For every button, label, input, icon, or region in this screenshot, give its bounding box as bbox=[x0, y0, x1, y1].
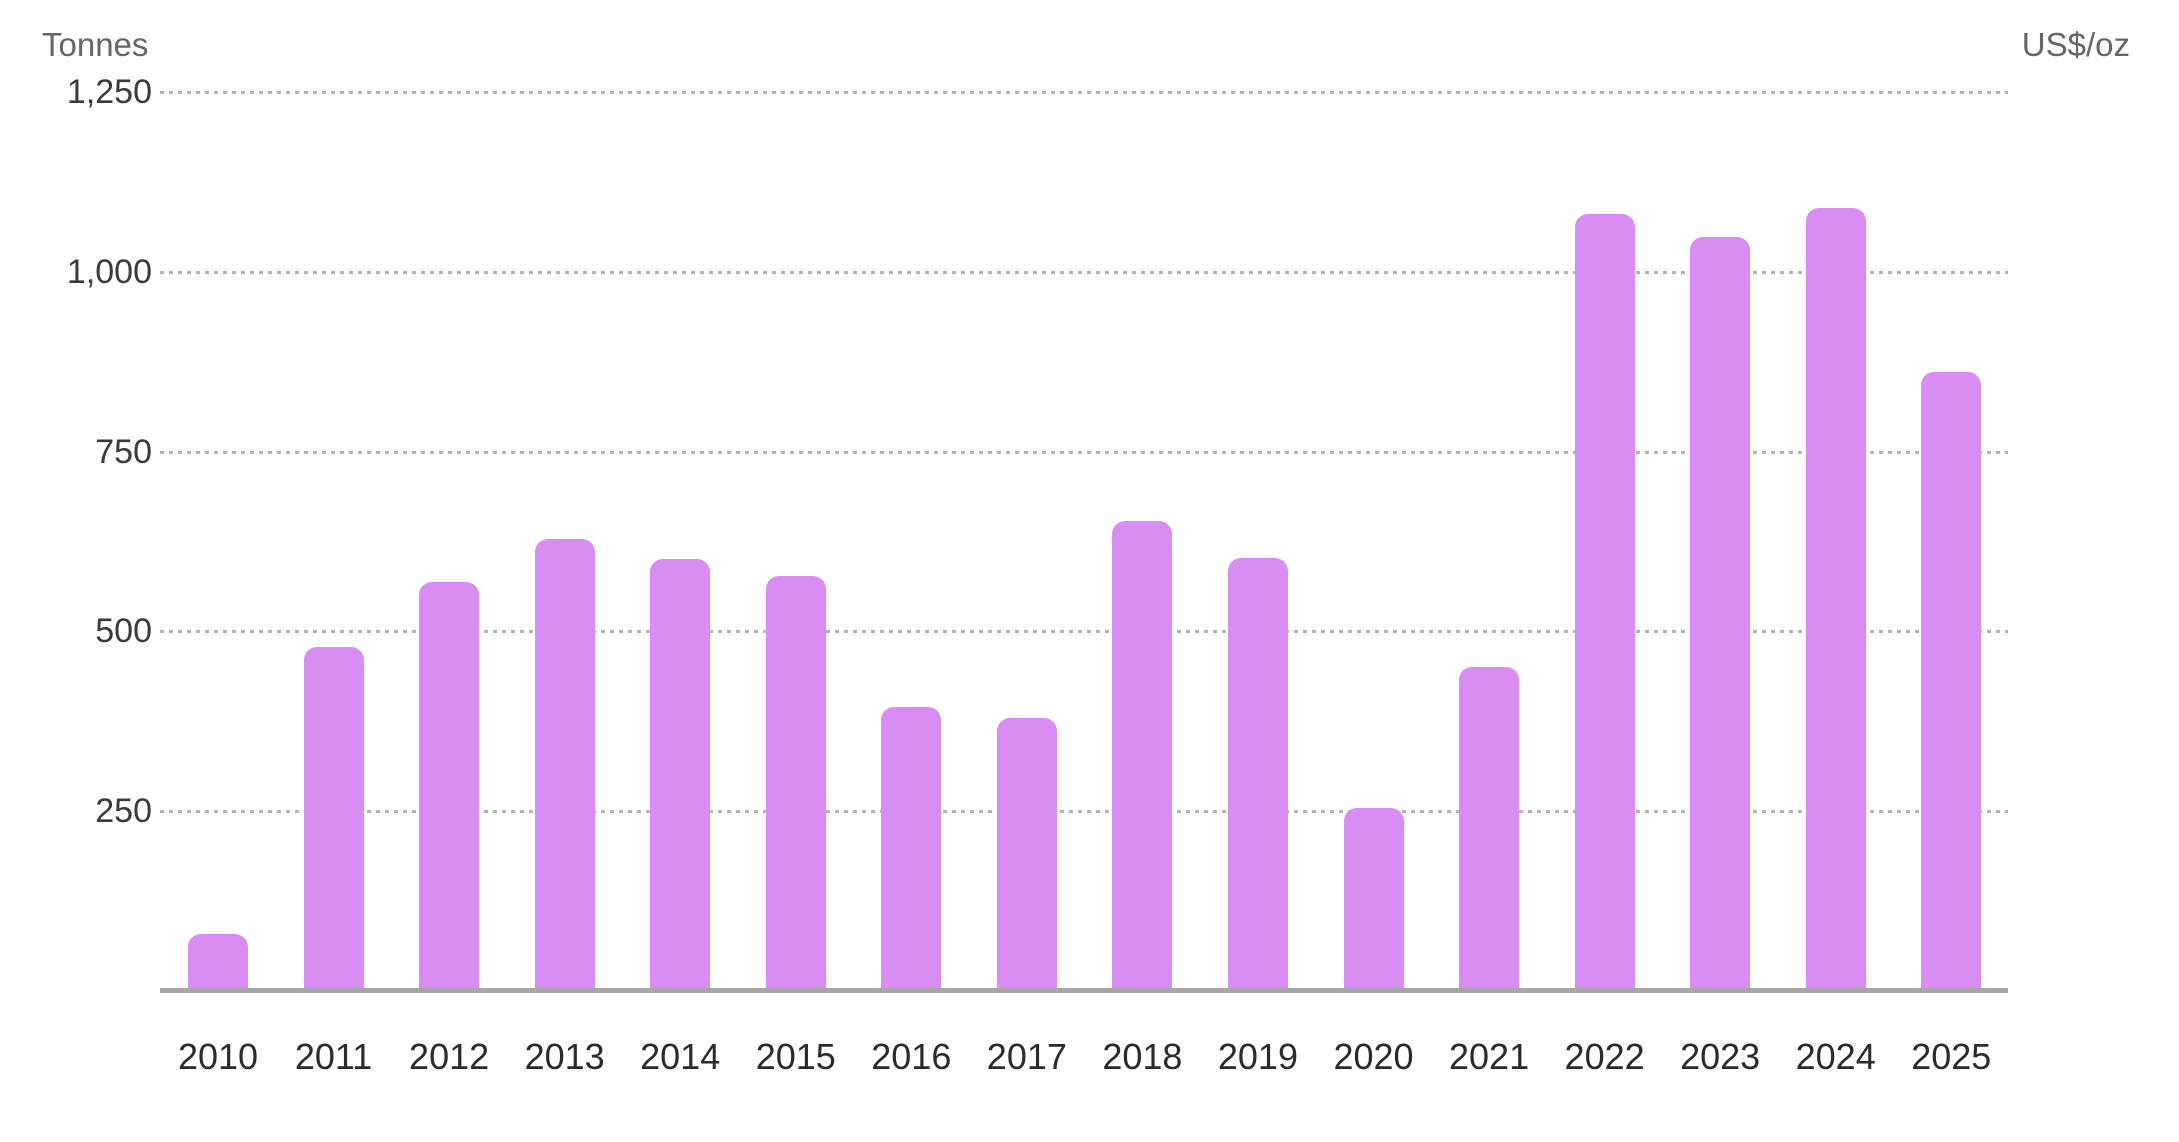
x-label-2011: 2011 bbox=[294, 1036, 373, 1077]
x-label-2020: 2020 bbox=[1333, 1036, 1414, 1077]
gridline-1250 bbox=[160, 91, 2008, 94]
bar-2016[interactable] bbox=[881, 707, 942, 991]
bar-2023[interactable] bbox=[1690, 237, 1751, 991]
bar-2010[interactable] bbox=[188, 934, 248, 991]
x-axis-line bbox=[160, 988, 2008, 993]
x-label-2024: 2024 bbox=[1795, 1036, 1876, 1077]
bar-2024[interactable] bbox=[1805, 208, 1866, 991]
x-label-2023: 2023 bbox=[1680, 1036, 1761, 1077]
x-label-2014: 2014 bbox=[640, 1036, 721, 1077]
x-label-2010: 2010 bbox=[177, 1036, 259, 1077]
x-label-2018: 2018 bbox=[1102, 1036, 1183, 1077]
bar-2014[interactable] bbox=[650, 559, 711, 991]
bar-2011[interactable] bbox=[303, 647, 364, 991]
y-tick-750: 750 bbox=[95, 432, 152, 471]
y-tick-1000: 1,000 bbox=[66, 252, 152, 291]
x-label-2012: 2012 bbox=[409, 1036, 490, 1077]
bar-2022[interactable] bbox=[1574, 214, 1635, 991]
bar-2013[interactable] bbox=[534, 539, 595, 991]
x-label-2019: 2019 bbox=[1217, 1036, 1298, 1077]
right-axis-title: US$/oz bbox=[2021, 26, 2130, 63]
gridline-1000 bbox=[160, 270, 2008, 274]
bar-2020[interactable] bbox=[1343, 808, 1404, 991]
x-label-2016: 2016 bbox=[871, 1036, 952, 1077]
bar-2018[interactable] bbox=[1112, 521, 1173, 991]
gridline-500 bbox=[160, 630, 2008, 634]
left-axis-title: Tonnes bbox=[42, 26, 149, 63]
gridline-250 bbox=[160, 810, 2008, 814]
y-tick-250: 250 bbox=[95, 792, 152, 831]
x-label-2017: 2017 bbox=[986, 1036, 1067, 1077]
plot-area bbox=[160, 91, 2008, 991]
x-label-2013: 2013 bbox=[524, 1036, 605, 1077]
gridline-750 bbox=[160, 450, 2008, 454]
y-tick-1250: 1,250 bbox=[66, 73, 152, 111]
bar-2012[interactable] bbox=[419, 582, 480, 991]
x-label-2021: 2021 bbox=[1449, 1036, 1530, 1077]
x-label-2025: 2025 bbox=[1911, 1036, 1992, 1077]
bar-2019[interactable] bbox=[1227, 558, 1288, 991]
bar-2025[interactable] bbox=[1921, 372, 1982, 991]
bar-2021[interactable] bbox=[1459, 667, 1520, 991]
x-label-2022: 2022 bbox=[1564, 1036, 1645, 1077]
y-tick-500: 500 bbox=[95, 612, 152, 651]
bar-2015[interactable] bbox=[765, 576, 826, 991]
x-label-2015: 2015 bbox=[755, 1036, 836, 1077]
bar-2017[interactable] bbox=[996, 718, 1057, 991]
